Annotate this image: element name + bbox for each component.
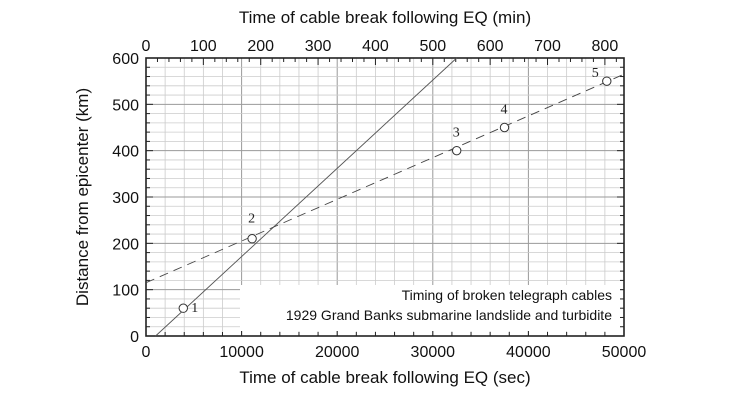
data-point — [499, 122, 510, 133]
data-point-label: 1 — [191, 301, 198, 316]
data-point — [452, 145, 462, 156]
y-tick-label: 400 — [112, 144, 139, 161]
top-x-ticks: 0 100 200 300 400 500 600 700 800 — [142, 38, 619, 65]
x2-axis-title: Time of cable break following EQ (min) — [239, 8, 531, 27]
y-axis-title: Distance from epicenter (km) — [73, 88, 92, 306]
x2-tick-label: 100 — [190, 38, 217, 55]
annotation-background — [240, 285, 620, 331]
data-points: 1 2 3 4 5 — [178, 66, 612, 316]
y-tick-label: 200 — [112, 236, 139, 253]
x2-tick-label: 200 — [247, 38, 274, 55]
x2-tick-label: 700 — [534, 38, 561, 55]
y-tick-label: 100 — [112, 283, 139, 300]
data-point — [178, 303, 188, 313]
data-point-label: 4 — [501, 103, 508, 118]
data-point-label: 5 — [592, 66, 599, 81]
x2-tick-label: 0 — [142, 38, 151, 55]
x-tick-label: 30000 — [411, 344, 456, 361]
solid-fit-line — [155, 57, 458, 337]
y-tick-label: 300 — [112, 190, 139, 207]
y-tick-label: 500 — [112, 97, 139, 114]
annotation-line-2: 1929 Grand Banks submarine landslide and… — [286, 307, 612, 323]
dashed-fit-line — [145, 73, 625, 284]
bottom-x-ticks: 0 10000 20000 30000 40000 50000 — [142, 329, 647, 361]
x-tick-label: 20000 — [315, 344, 360, 361]
x-tick-label: 40000 — [506, 344, 551, 361]
data-point — [247, 234, 257, 244]
y-tick-label: 600 — [112, 51, 139, 68]
y-ticks: 0 100 200 300 400 500 600 — [112, 51, 624, 346]
x-tick-label: 0 — [142, 344, 151, 361]
data-point-label: 3 — [453, 126, 460, 141]
x2-tick-label: 500 — [419, 38, 446, 55]
data-point-label: 2 — [248, 212, 255, 227]
x2-tick-label: 400 — [362, 38, 389, 55]
y-tick-label: 0 — [130, 329, 139, 346]
x-tick-label: 50000 — [602, 344, 647, 361]
annotation-line-1: Timing of broken telegraph cables — [402, 287, 612, 303]
data-point — [602, 76, 612, 86]
x-tick-label: 10000 — [219, 344, 264, 361]
x2-tick-label: 800 — [592, 38, 619, 55]
x2-tick-label: 600 — [477, 38, 504, 55]
x2-tick-label: 300 — [305, 38, 332, 55]
fit-lines — [145, 57, 625, 337]
x-axis-title: Time of cable break following EQ (sec) — [239, 368, 530, 387]
